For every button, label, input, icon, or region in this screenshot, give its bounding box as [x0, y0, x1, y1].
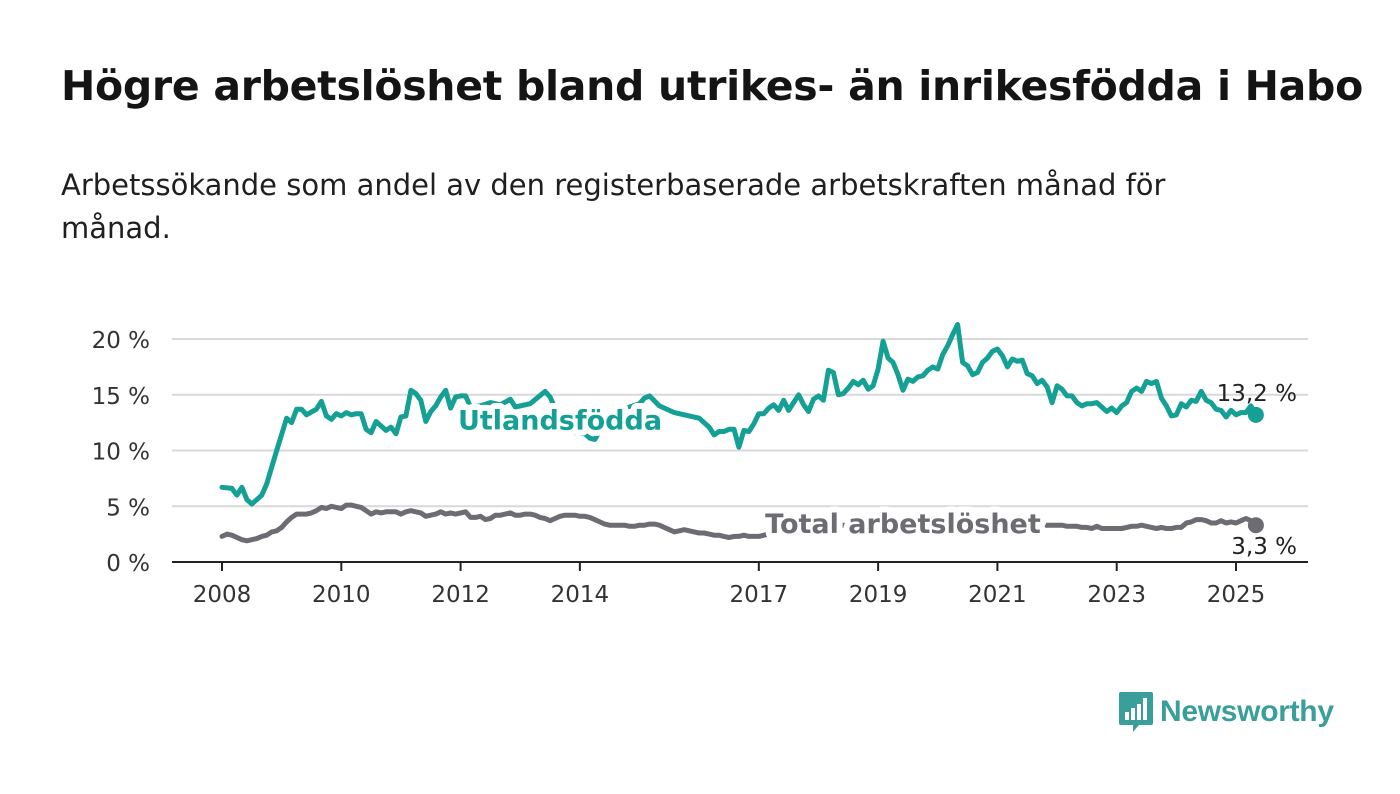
x-tick-label: 2025 [1207, 582, 1266, 608]
series-label-utlandsfodda: Utlandsfödda [458, 405, 662, 436]
series-end-value-label: 3,3 % [1231, 534, 1297, 560]
x-tick-label: 2012 [431, 582, 490, 608]
x-tick-label: 2010 [312, 582, 371, 608]
x-tick-label: 2014 [551, 582, 610, 608]
logo-text: Newsworthy [1160, 695, 1334, 728]
newsworthy-logo: Newsworthy [1118, 690, 1334, 734]
series-end-value-label: 13,2 % [1217, 381, 1297, 407]
x-tick-label: 2008 [193, 582, 252, 608]
series-label-total: Total arbetslöshet [765, 509, 1041, 540]
y-tick-label: 5 % [106, 495, 150, 521]
series-end-point [1247, 406, 1264, 423]
x-axis: 2008 2010 2012 2014 2017 2019 2021 2023 2025 [172, 561, 1308, 608]
chart-title: Högre arbetslöshet bland utrikes- än inr… [61, 62, 1363, 110]
series-labels: Utlandsfödda Total arbetslöshet [452, 399, 1047, 546]
y-tick-label: 0 % [106, 551, 150, 577]
y-tick-label: 15 % [92, 384, 150, 410]
y-tick-label: 10 % [92, 440, 150, 466]
y-tick-label: 20 % [92, 328, 150, 354]
bar-chart-speech-bubble-icon [1119, 692, 1153, 732]
series-line-total [219, 502, 1259, 544]
x-tick-label: 2023 [1087, 582, 1146, 608]
chart-subtitle: Arbetssökande som andel av den registerb… [61, 168, 1166, 245]
series-lines: 13,2 % 3,3 % [219, 322, 1297, 560]
x-tick-label: 2021 [968, 582, 1027, 608]
series-line-utlandsfodda [219, 322, 1259, 507]
x-tick-label: 2019 [849, 582, 908, 608]
series-end-point [1247, 517, 1264, 534]
x-tick-label: 2017 [730, 582, 789, 608]
grid-lines [172, 338, 1308, 508]
y-axis-tick-labels: 0 % 5 % 10 % 15 % 20 % [92, 328, 150, 577]
